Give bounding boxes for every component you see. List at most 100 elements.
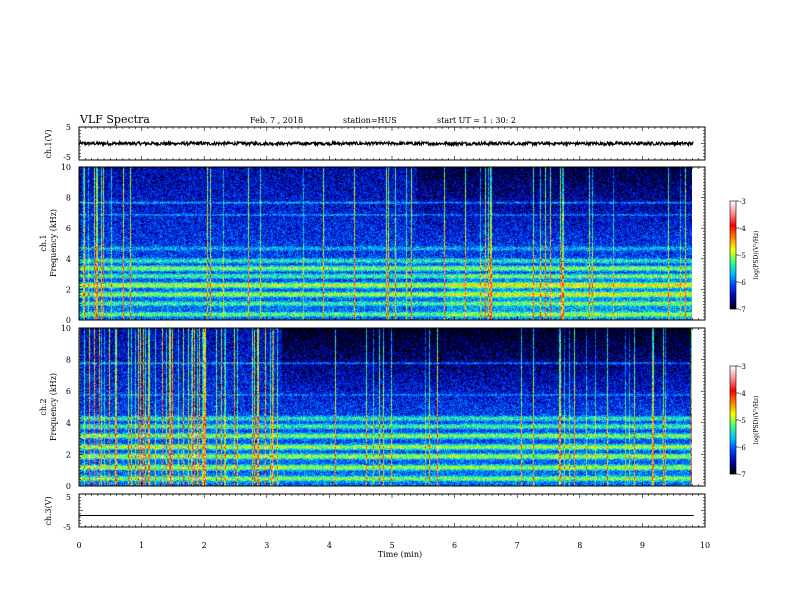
colorbar-swatch [730, 206, 736, 208]
colorbar-swatch [730, 260, 736, 262]
colorbar-swatch [730, 439, 736, 441]
colorbar-swatch [730, 387, 736, 389]
colorbar-swatch [730, 471, 736, 473]
colorbar-tick-label: -4 [739, 390, 746, 398]
colorbar-swatch [730, 377, 736, 379]
colorbar-swatch [730, 221, 736, 223]
colorbar-swatch [730, 460, 736, 462]
colorbar-swatch [730, 431, 736, 433]
colorbar-swatch [730, 290, 736, 292]
colorbar-swatch [730, 258, 736, 260]
ch3-waveform-ticks [79, 493, 705, 528]
colorbar-swatch [730, 429, 736, 431]
colorbar-swatch [730, 420, 736, 422]
time-tick-label: 0 [76, 541, 81, 550]
colorbar-swatch [730, 270, 736, 272]
colorbar-swatch [730, 217, 736, 219]
colorbar-swatch [730, 235, 736, 237]
colorbar-swatch [730, 432, 736, 434]
colorbar-swatch [730, 273, 736, 275]
colorbar-swatch [730, 433, 736, 435]
freq-tick-label: 6 [66, 224, 71, 233]
time-tick-label: 6 [452, 541, 457, 550]
freq-tick-label: 4 [66, 255, 71, 264]
colorbar-swatch [730, 458, 736, 460]
colorbar-swatch [730, 419, 736, 421]
colorbar-swatch [730, 401, 736, 403]
ch3-waveform-ylabel: ch.3(V) [44, 496, 53, 525]
colorbar-swatch [730, 308, 736, 310]
colorbar-swatch [730, 451, 736, 453]
colorbar-swatch [730, 371, 736, 373]
colorbar-swatch [730, 280, 736, 282]
date-label: Feb. 7 , 2018 [250, 116, 303, 125]
colorbar-swatch [730, 288, 736, 290]
colorbar-swatch [730, 307, 736, 309]
colorbar-swatch [730, 204, 736, 206]
ch1-colorbar: -3 -4 -5 -6 -7 log(PSD)(V²/Hz) [729, 198, 760, 314]
colorbar-swatch [730, 215, 736, 217]
colorbar-swatch [730, 463, 736, 465]
colorbar-swatch [730, 251, 736, 253]
colorbar-swatch [730, 242, 736, 244]
colorbar-swatch [730, 207, 736, 209]
colorbar-swatch [730, 212, 736, 214]
colorbar-swatch [730, 375, 736, 377]
colorbar-swatch [730, 455, 736, 457]
colorbar-swatch [730, 298, 736, 300]
colorbar-swatch [730, 440, 736, 442]
colorbar-swatch [730, 426, 736, 428]
colorbar-swatch [730, 303, 736, 305]
colorbar-swatch [730, 369, 736, 371]
colorbar-swatch [730, 257, 736, 259]
colorbar-swatch [730, 428, 736, 430]
colorbar-swatch [730, 413, 736, 415]
colorbar-swatch [730, 294, 736, 296]
colorbar-swatch [730, 208, 736, 210]
colorbar-swatch [730, 227, 736, 229]
ch1-ytick-bottom: -5 [63, 153, 71, 162]
colorbar-swatch [730, 278, 736, 280]
colorbar-swatch [730, 214, 736, 216]
colorbar-swatch [730, 381, 736, 383]
colorbar-swatch [730, 281, 736, 283]
time-tick-label: 8 [577, 541, 582, 550]
colorbar-tick-label: -7 [739, 306, 746, 314]
colorbar-swatch [730, 430, 736, 432]
colorbar-swatch [730, 395, 736, 397]
colorbar-swatch [730, 403, 736, 405]
colorbar-swatch [730, 373, 736, 375]
colorbar-label: log(PSD)(V²/Hz) [753, 396, 760, 445]
freq-tick-label: 4 [66, 419, 71, 428]
colorbar-swatch [730, 414, 736, 416]
colorbar-swatch [730, 240, 736, 242]
ch1-waveform-ylabel: ch.1(V) [44, 129, 53, 158]
colorbar-swatch [730, 415, 736, 417]
colorbar-swatch [730, 434, 736, 436]
colorbar-swatch [730, 231, 736, 233]
colorbar-swatch [730, 438, 736, 440]
colorbar-swatch [730, 285, 736, 287]
colorbar-swatch [730, 422, 736, 424]
ch1-frequency-ylabel: Frequency (kHz) [49, 209, 58, 277]
freq-tick-label: 2 [66, 450, 71, 459]
colorbar-swatch [730, 265, 736, 267]
colorbar-swatch [730, 437, 736, 439]
colorbar-swatch [730, 291, 736, 293]
colorbar-swatch [730, 238, 736, 240]
colorbar-tick-label: -4 [739, 225, 746, 233]
colorbar-swatch [730, 276, 736, 278]
colorbar-swatch [730, 390, 736, 392]
colorbar-swatch [730, 283, 736, 285]
colorbar-tick-label: -6 [739, 279, 746, 287]
colorbar-swatch [730, 468, 736, 470]
colorbar-swatch [730, 205, 736, 207]
colorbar-swatch [730, 445, 736, 447]
colorbar-swatch [730, 391, 736, 393]
time-tick-label: 10 [700, 541, 710, 550]
colorbar-swatch [730, 467, 736, 469]
colorbar-swatch [730, 389, 736, 391]
ch2-colorbar: -3 -4 -5 -6 -7 log(PSD)(V²/Hz) [729, 363, 760, 479]
colorbar-swatch [730, 211, 736, 213]
colorbar-swatch [730, 210, 736, 212]
